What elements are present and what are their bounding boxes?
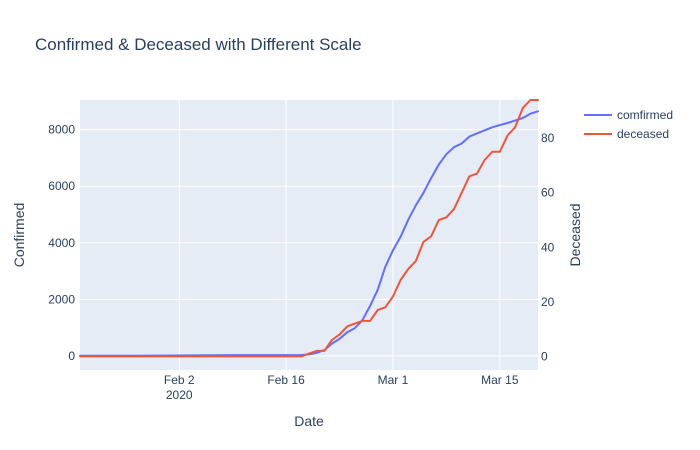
x-tick-sublabel: 2020 [166, 388, 193, 402]
chart-title: Confirmed & Deceased with Different Scal… [35, 35, 362, 54]
x-tick-label: Feb 16 [267, 373, 305, 387]
y-tick-label: 6000 [48, 179, 75, 193]
x-tick-label: Mar 15 [481, 373, 519, 387]
y2-tick-label: 80 [541, 131, 555, 145]
x-tick-label: Mar 1 [378, 373, 409, 387]
series-line-deceased [79, 99, 539, 358]
y-tick-label: 0 [68, 349, 75, 363]
y2-tick-label: 60 [541, 186, 555, 200]
x-axis-title: Date [294, 413, 324, 429]
y-axis-title: Confirmed [11, 203, 27, 268]
legend-label-comfirmed: comfirmed [617, 108, 673, 122]
y2-tick-label: 40 [541, 240, 555, 254]
y2-tick-label: 20 [541, 295, 555, 309]
y-tick-label: 4000 [48, 236, 75, 250]
y2-axis-title: Deceased [567, 203, 583, 266]
legend: comfirmed deceased [584, 108, 673, 141]
y-tick-label: 8000 [48, 123, 75, 137]
y2-tick-label: 0 [541, 349, 548, 363]
x-tick-label: Feb 2 [164, 373, 195, 387]
plot-background [80, 100, 538, 370]
y-tick-label: 2000 [48, 292, 75, 306]
series-lines [79, 99, 539, 358]
legend-label-deceased: deceased [617, 127, 669, 141]
grid [80, 100, 538, 370]
